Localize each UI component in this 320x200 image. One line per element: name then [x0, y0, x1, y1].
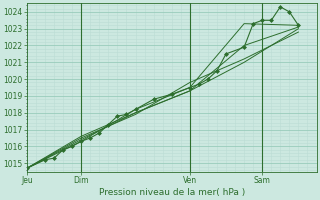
X-axis label: Pression niveau de la mer( hPa ): Pression niveau de la mer( hPa ) [99, 188, 245, 197]
